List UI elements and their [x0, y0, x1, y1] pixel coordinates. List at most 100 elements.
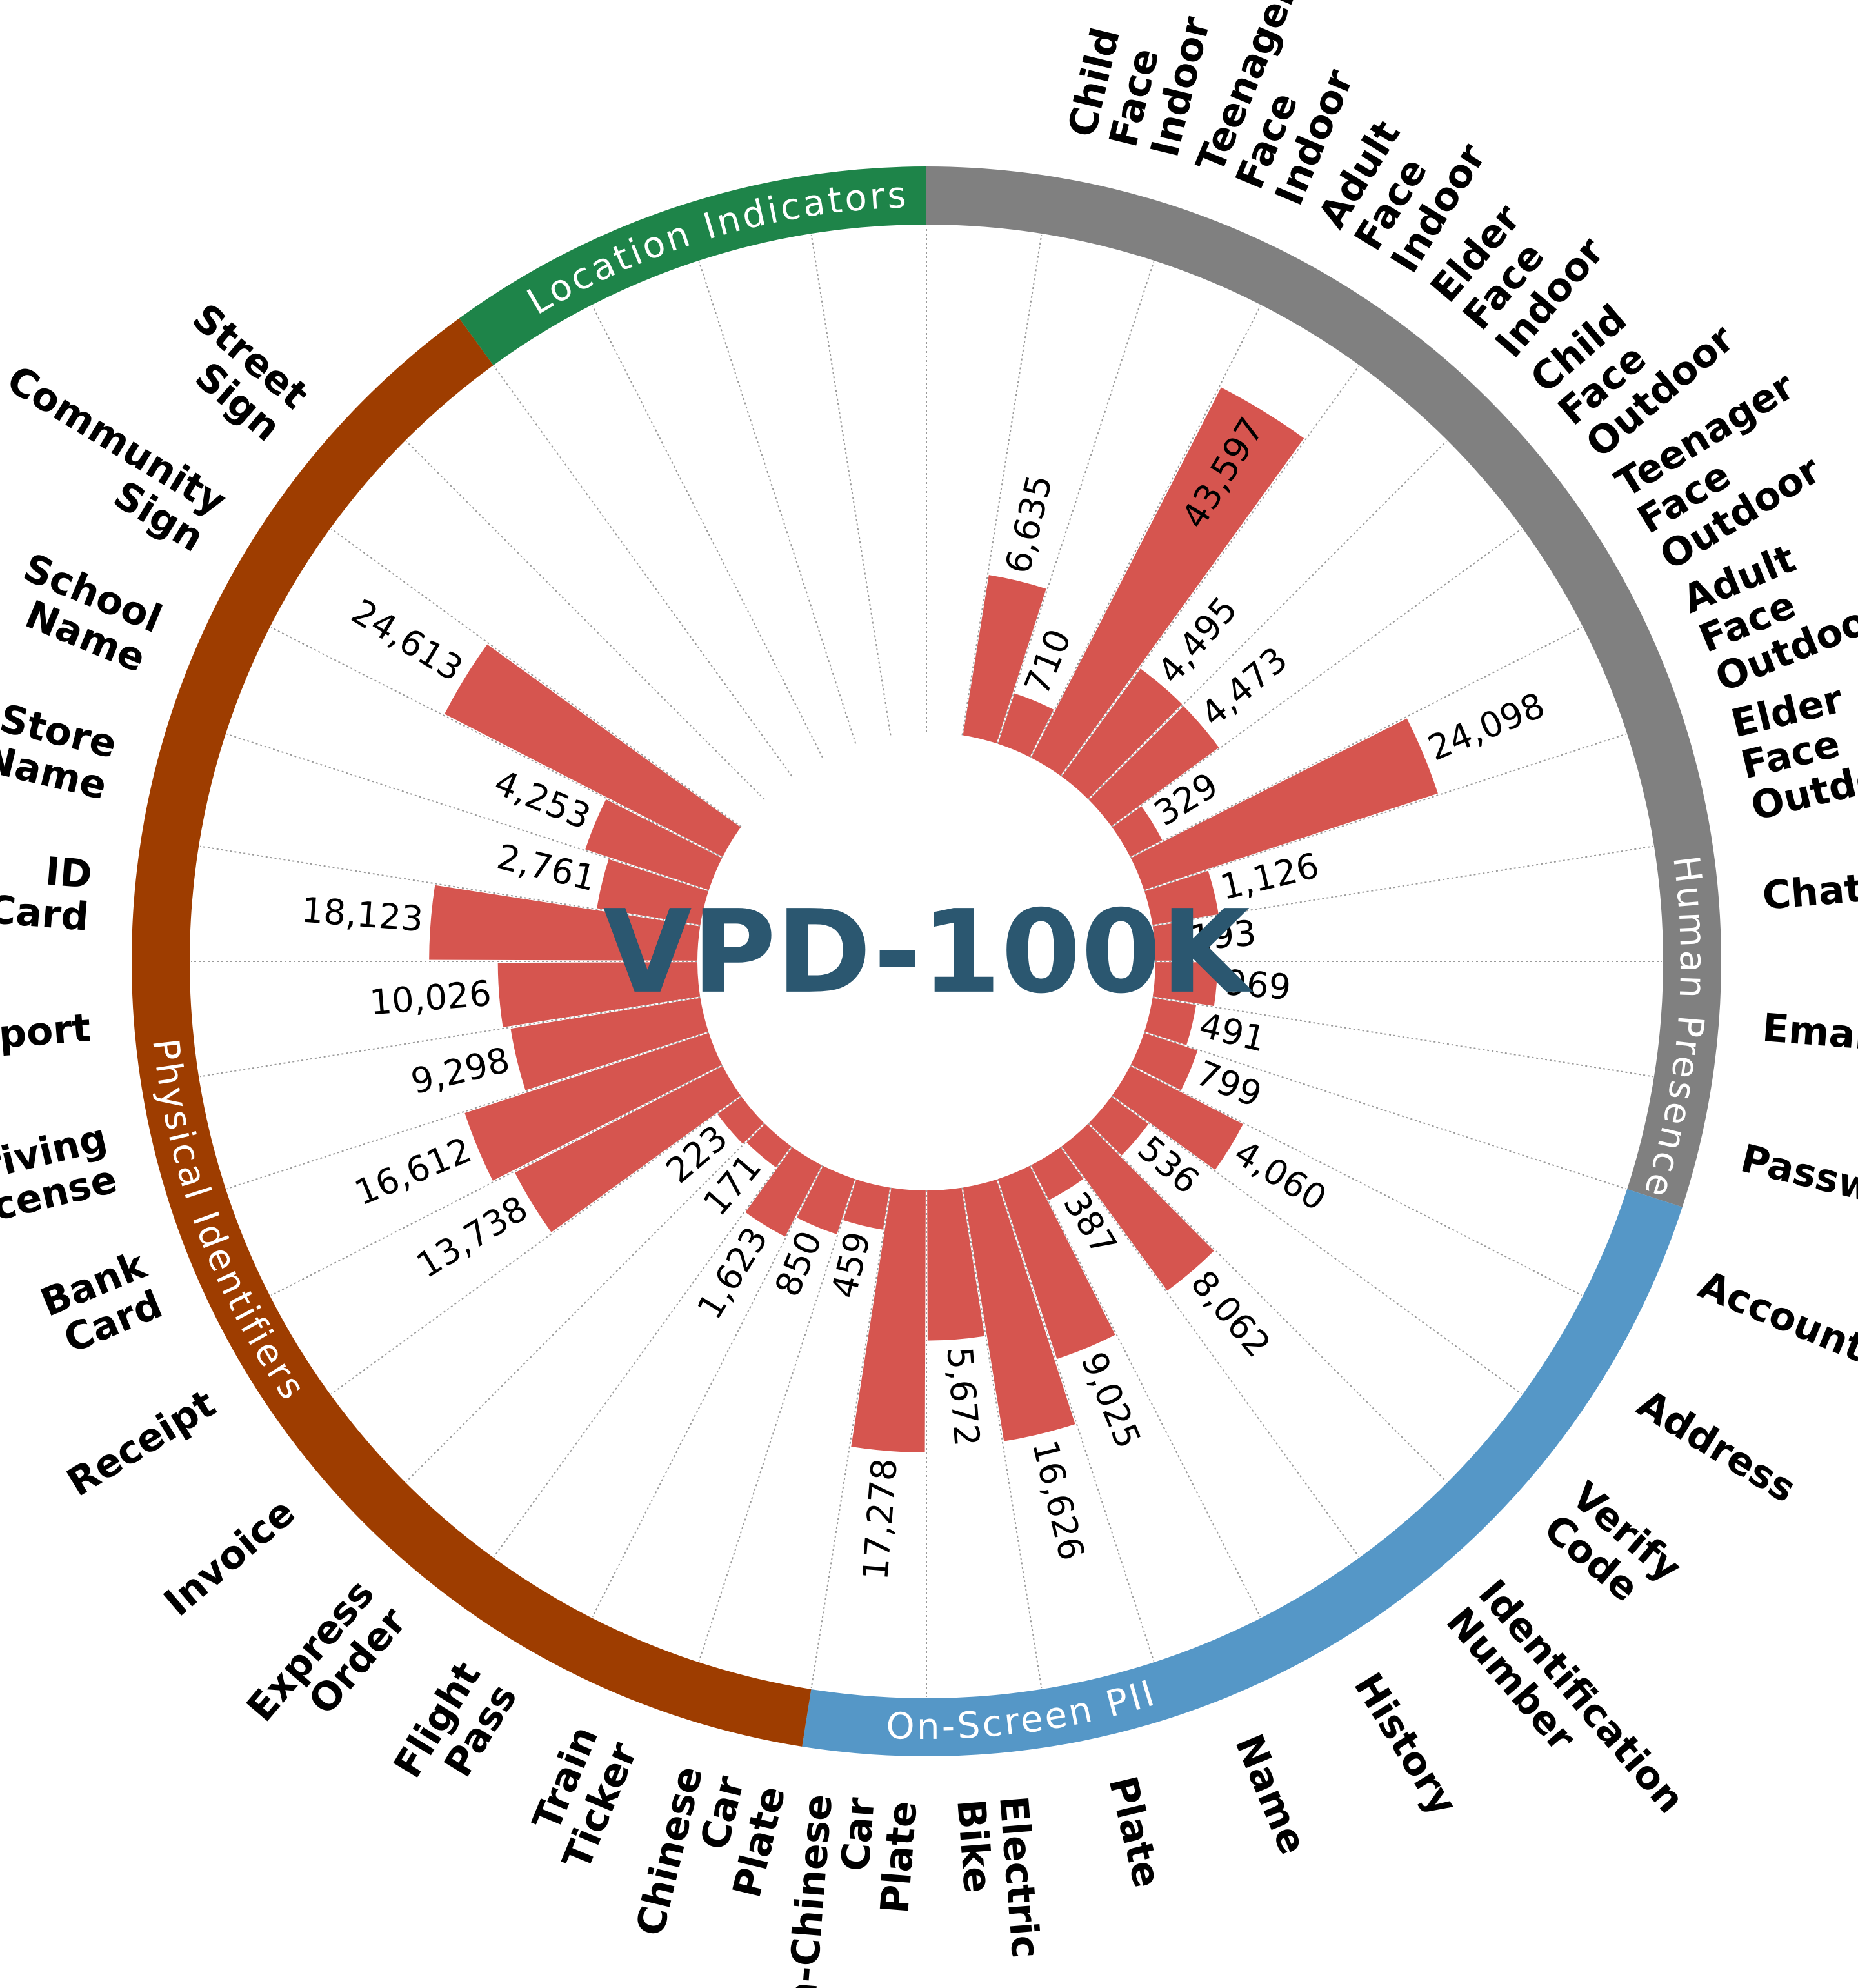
- category-label: Name: [1226, 1728, 1315, 1861]
- value-label: 18,123: [300, 890, 425, 940]
- grid-line: [1060, 1146, 1359, 1557]
- grid-line: [961, 234, 1043, 736]
- grid-line: [1144, 1031, 1626, 1190]
- bar: [497, 962, 701, 1027]
- value-label: 1,623: [689, 1220, 775, 1327]
- grid-line: [1111, 528, 1522, 828]
- value-label: 13,738: [410, 1188, 535, 1286]
- bar: [1061, 1123, 1214, 1291]
- category-label: Plate: [1099, 1772, 1170, 1892]
- category-label: VerifyCode: [1535, 1473, 1690, 1623]
- bar: [597, 859, 709, 925]
- grid-line: [1030, 305, 1261, 758]
- category-label: ChineseCarPlate: [628, 1762, 795, 1960]
- bar: [1144, 998, 1197, 1045]
- category-label: AdultFaceOutdoor: [1677, 512, 1858, 701]
- category-label: Passport: [0, 1005, 92, 1065]
- grid-line: [331, 1095, 742, 1394]
- grid-line: [810, 234, 892, 736]
- chart-title: VPD-100K: [603, 885, 1254, 1019]
- category-label: StreetSign: [156, 295, 317, 450]
- category-label: Receipt: [59, 1381, 223, 1505]
- category-label: Password: [1737, 1136, 1858, 1229]
- category-label: Non-ChineseCarPlate: [775, 1792, 926, 1988]
- bar: [1088, 706, 1219, 827]
- bar: [746, 1123, 792, 1168]
- grid-line: [1088, 441, 1447, 800]
- bar: [1112, 1066, 1243, 1170]
- group-ring-segment: [802, 1189, 1683, 1756]
- category-label: ElderFaceOutdoor: [1727, 661, 1858, 829]
- bar: [745, 1147, 822, 1237]
- bar: [717, 1096, 764, 1144]
- bar: [1144, 870, 1219, 925]
- value-label: 193: [1188, 913, 1258, 959]
- bar: [1152, 962, 1218, 1007]
- bars: [429, 387, 1438, 1453]
- category-label: SchoolName: [1, 545, 168, 682]
- value-label: 6,635: [997, 471, 1060, 577]
- category-label: ExpressOrder: [238, 1571, 415, 1758]
- value-label: 16,626: [1024, 1436, 1092, 1564]
- bar: [1061, 668, 1183, 799]
- grid-line: [1130, 627, 1583, 858]
- bar: [1031, 1147, 1084, 1200]
- category-label: History: [1345, 1665, 1466, 1824]
- category-label: FlightPass: [385, 1654, 526, 1808]
- grid-line: [810, 1187, 892, 1689]
- category-label: IdentificationNumber: [1437, 1571, 1693, 1850]
- bar: [510, 998, 709, 1090]
- bar: [963, 1179, 1075, 1441]
- value-label: 9,298: [407, 1039, 514, 1102]
- grid-line: [592, 305, 823, 758]
- category-label: IDCard: [0, 845, 94, 940]
- grid-line: [1152, 845, 1653, 927]
- bar: [515, 1066, 741, 1232]
- grid-line: [494, 366, 793, 777]
- grid-line: [199, 996, 701, 1078]
- bar: [843, 1179, 890, 1230]
- value-label: 10,026: [368, 973, 493, 1023]
- value-label: 4,060: [1227, 1132, 1334, 1218]
- category-label: Invoice: [155, 1489, 304, 1625]
- category-label: Chat: [1761, 866, 1858, 919]
- grid-line: [226, 733, 709, 892]
- grid-line: [270, 627, 723, 858]
- bar: [851, 1187, 926, 1453]
- grid-line: [226, 1031, 709, 1190]
- value-label: 17,278: [855, 1457, 905, 1581]
- grid-line: [1130, 1065, 1583, 1296]
- category-label: BankCard: [34, 1242, 170, 1365]
- group-ring: [131, 166, 1722, 1756]
- grid-line: [270, 1065, 723, 1296]
- grid-line: [1111, 1095, 1522, 1394]
- grid-line: [698, 261, 857, 744]
- grid-line: [1060, 366, 1359, 777]
- grid-line: [199, 845, 701, 927]
- category-label: Account: [1692, 1262, 1858, 1371]
- grid-lines: [191, 226, 1662, 1697]
- bar: [1130, 1032, 1198, 1090]
- grid-line: [1152, 996, 1653, 1078]
- grid-line: [1088, 1123, 1447, 1482]
- grid-line: [406, 441, 765, 800]
- value-label: 5,672: [939, 1345, 987, 1448]
- value-label: 459: [823, 1228, 878, 1302]
- bar: [445, 644, 741, 857]
- bar: [927, 1187, 985, 1341]
- grid-line: [996, 261, 1155, 744]
- value-label: 16,612: [349, 1129, 477, 1214]
- category-label: Email: [1761, 1005, 1858, 1059]
- value-label: 8,062: [1183, 1263, 1278, 1365]
- grid-line: [1030, 1165, 1261, 1618]
- category-label: Address: [1630, 1381, 1804, 1512]
- group-ring-segment: [459, 166, 926, 366]
- category-label: ChildFaceIndoor: [1059, 0, 1219, 161]
- grid-line: [961, 1187, 1043, 1689]
- bar: [997, 1165, 1115, 1360]
- category-label: TrainTicker: [515, 1720, 646, 1876]
- group-ring-segment: [131, 318, 812, 1747]
- grid-line: [406, 1123, 765, 1482]
